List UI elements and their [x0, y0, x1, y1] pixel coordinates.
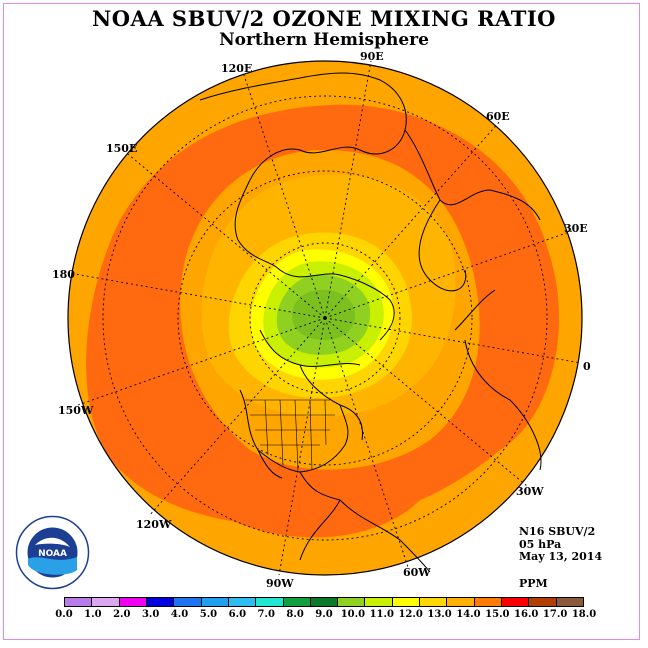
figure-frame: [3, 3, 640, 640]
colorbar-tick-label: 14.0: [456, 609, 481, 620]
colorbar-tick-label: 2.0: [113, 609, 131, 620]
lon-label-120e: 120E: [221, 62, 253, 75]
map-title: NOAA SBUV/2 OZONE MIXING RATIO: [92, 6, 556, 31]
colorbar-tick-label: 5.0: [199, 609, 218, 620]
colorbar-tick-label: 10.0: [340, 609, 366, 620]
colorbar-swatch: [447, 598, 475, 606]
instrument-label: N16 SBUV/2: [519, 525, 596, 538]
map-subtitle: Northern Hemisphere: [219, 30, 429, 50]
colorbar-tick-label: 9.0: [315, 609, 333, 620]
colorbar-tick-label: 1.0: [84, 609, 102, 620]
pressure-level-label: 05 hPa: [519, 537, 562, 551]
lon-label-60e: 60E: [486, 110, 510, 123]
lon-label-30w: 30W: [516, 485, 544, 498]
lon-label-90e: 90E: [360, 50, 384, 63]
colorbar-swatch: [92, 598, 120, 606]
colorbar-tick-label: 7.0: [257, 609, 275, 620]
colorbar-tick-label: 17.0: [542, 609, 568, 620]
colorbar-swatch: [392, 598, 421, 606]
colorbar-swatch: [228, 598, 257, 606]
colorbar-swatch: [556, 598, 583, 606]
colorbar-tick-label: 18.0: [571, 609, 597, 620]
colorbar-swatch: [283, 598, 311, 606]
colorbar-swatch: [365, 598, 393, 606]
hemisphere-border: [67, 60, 583, 576]
lon-label-90w: 90W: [266, 577, 294, 590]
colorbar: [64, 597, 584, 607]
us-state-borders: [245, 399, 335, 471]
colorbar-swatch: [529, 598, 557, 606]
coastlines: [199, 72, 542, 573]
colorbar-tick-label: 11.0: [369, 609, 394, 620]
colorbar-tick-label: 3.0: [141, 609, 160, 620]
logo-text: NOAA: [38, 549, 67, 559]
unit-label: PPM: [519, 577, 548, 590]
date-label: May 13, 2014: [519, 550, 603, 563]
colorbar-tick-label: 8.0: [286, 609, 304, 620]
colorbar-tick-label: 15.0: [485, 609, 510, 620]
colorbar-tick-label: 12.0: [398, 609, 423, 620]
colorbar-swatch: [256, 598, 284, 606]
graticule: [68, 60, 582, 576]
colorbar-swatch: [420, 598, 448, 606]
colorbar-swatch: [146, 598, 175, 606]
colorbar-swatch: [310, 598, 339, 606]
lon-label-30e: 30E: [564, 222, 588, 235]
colorbar-swatch: [174, 598, 202, 606]
colorbar-ticks: 0.0 1.0 2.0 3.0 4.0 5.0 6.0 7.0 8.0 9.0 10.0 11.0 12…: [55, 609, 596, 623]
noaa-logo: NOAA: [15, 515, 90, 590]
colorbar-swatch: [119, 598, 147, 606]
colorbar-swatch: [502, 598, 530, 606]
colorbar-tick-label: 0.0: [55, 609, 73, 620]
colorbar-swatch: [201, 598, 229, 606]
colorbar-swatch: [474, 598, 502, 606]
colorbar-tick-label: 16.0: [514, 609, 539, 620]
colorbar-swatch: [338, 598, 366, 606]
info-block: N16 SBUV/2 05 hPa May 13, 2014: [519, 525, 603, 564]
colorbar-swatch: [65, 598, 93, 606]
lon-label-0: 0: [583, 360, 591, 373]
lon-label-150w: 150W: [58, 404, 94, 417]
lon-label-180: 180: [52, 268, 75, 281]
colorbar-tick-label: 13.0: [427, 609, 452, 620]
lon-label-120w: 120W: [136, 518, 172, 531]
colorbar-tick-label: 6.0: [228, 609, 247, 620]
colorbar-tick-label: 4.0: [170, 609, 189, 620]
lon-label-150e: 150E: [106, 142, 138, 155]
lon-label-60w: 60W: [403, 566, 431, 579]
